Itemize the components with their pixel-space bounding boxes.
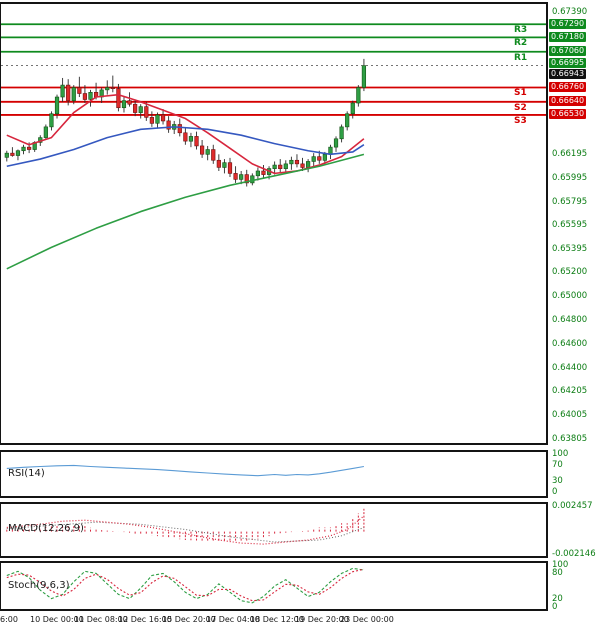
macd-title: MACD(12,26,9) bbox=[8, 522, 84, 534]
rsi-tick: 100 bbox=[552, 449, 569, 459]
rsi-line bbox=[6, 464, 364, 477]
price-badge-last: 0.66943 bbox=[549, 69, 587, 80]
pivot-lines bbox=[1, 23, 546, 116]
time-tick: 18 Dec 12:00 bbox=[250, 615, 304, 624]
price-badge-r3: 0.67290 bbox=[549, 18, 587, 29]
stochastic-chart[interactable] bbox=[1, 563, 546, 609]
time-tick: 6:00 bbox=[0, 615, 18, 624]
price-tick: 0.63805 bbox=[552, 433, 588, 444]
macd-panel[interactable]: MACD(12,26,9) bbox=[0, 502, 548, 558]
time-tick: 17 Dec 04:00 bbox=[206, 615, 260, 624]
candlestick-chart[interactable] bbox=[1, 4, 546, 443]
stoch-panel[interactable]: Stoch(9,6,3) bbox=[0, 561, 548, 611]
stoch-tick: 0 bbox=[552, 602, 558, 612]
rsi-panel[interactable]: RSI(14) bbox=[0, 450, 548, 498]
macd-tick: -0.002146 bbox=[552, 549, 596, 559]
price-tick: 0.67390 bbox=[552, 6, 588, 17]
time-tick: 15 Dec 20:00 bbox=[162, 615, 216, 624]
time-tick: 23 Dec 00:00 bbox=[340, 615, 394, 624]
rsi-title: RSI(14) bbox=[8, 467, 45, 479]
price-tick: 0.64800 bbox=[552, 315, 588, 326]
price-badge-s2: 0.66640 bbox=[549, 96, 587, 107]
price-tick: 0.64400 bbox=[552, 362, 588, 373]
price-tick: 0.65200 bbox=[552, 267, 588, 278]
stoch-tick: 100 bbox=[552, 560, 569, 570]
stoch-d-line bbox=[6, 568, 365, 602]
rsi-tick: 70 bbox=[552, 460, 563, 471]
time-tick: 11 Dec 08:00 bbox=[74, 615, 128, 624]
price-tick: 0.65595 bbox=[552, 220, 588, 231]
time-tick: 10 Dec 00:00 bbox=[30, 615, 84, 624]
price-chart-panel[interactable] bbox=[0, 2, 548, 445]
price-badge-r1: 0.67060 bbox=[549, 46, 587, 57]
stoch-k-line bbox=[6, 567, 364, 604]
price-tick: 0.64205 bbox=[552, 385, 588, 396]
price-tick: 0.65000 bbox=[552, 291, 588, 302]
price-tick: 0.65795 bbox=[552, 196, 588, 207]
price-badge-r2: 0.67180 bbox=[549, 31, 587, 42]
price-tick: 0.64600 bbox=[552, 338, 588, 349]
price-tick: 0.65395 bbox=[552, 244, 588, 255]
price-badge-s3: 0.66530 bbox=[549, 109, 587, 120]
macd-signal-line bbox=[6, 521, 365, 543]
ma-mid-blue bbox=[6, 126, 365, 168]
rsi-tick: 30 bbox=[552, 475, 563, 486]
price-tick: 0.66195 bbox=[552, 149, 588, 160]
macd-chart[interactable] bbox=[1, 504, 546, 556]
price-badge-s1: 0.66760 bbox=[549, 81, 587, 92]
stoch-tick: 80 bbox=[552, 568, 563, 579]
ma-slow-green bbox=[6, 153, 365, 270]
stoch-tick: 20 bbox=[552, 593, 563, 604]
time-tick: 19 Dec 20:00 bbox=[295, 615, 349, 624]
macd-tick: 0.002457 bbox=[552, 501, 593, 511]
stoch-title: Stoch(9,6,3) bbox=[8, 579, 70, 591]
rsi-chart[interactable] bbox=[1, 452, 546, 496]
time-tick: 12 Dec 16:00 bbox=[118, 615, 172, 624]
price-tick: 0.65995 bbox=[552, 172, 588, 183]
price-tick: 0.64005 bbox=[552, 409, 588, 420]
rsi-tick: 0 bbox=[552, 487, 558, 497]
price-badge-up: 0.66995 bbox=[549, 57, 587, 68]
